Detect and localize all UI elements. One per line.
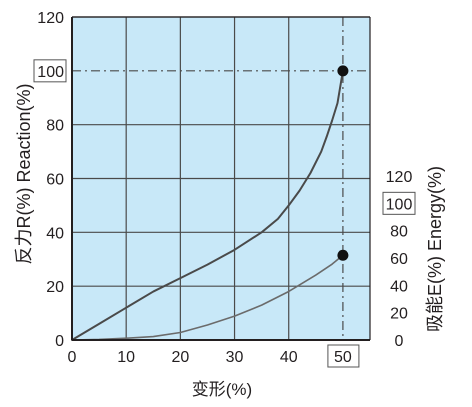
x-tick-highlight-box (327, 344, 360, 368)
y-right-tick-highlight-box (382, 191, 416, 215)
y-right-tick-label: 20 (390, 306, 408, 323)
energy-end-marker (337, 249, 349, 261)
y-left-tick-label: 120 (37, 10, 64, 27)
axes (71, 16, 371, 341)
y-left-tick-label: 0 (55, 333, 64, 350)
y-right-axis-title: 吸能E(%) Energy(%) (425, 166, 445, 332)
reference-lines (72, 17, 370, 340)
y-left-axis-title: 反力R(%) Reaction(%) (14, 83, 34, 264)
x-axis-title: 变形(%) (192, 380, 252, 399)
y-right-tick-label: 120 (386, 169, 413, 186)
y-right-axis-label: 吸能E(%) Energy(%) (425, 166, 445, 332)
reaction-end-marker (337, 65, 349, 77)
y-right-tick-label: 40 (390, 278, 408, 295)
y-left-axis-label: 反力R(%) Reaction(%) (14, 83, 34, 264)
x-tick-label: 10 (117, 349, 135, 366)
data-series (71, 69, 344, 341)
x-tick-label: 40 (280, 349, 298, 366)
y-right-tick-label: 80 (390, 224, 408, 241)
reaction-series-line (71, 69, 344, 341)
x-tick-label: 30 (226, 349, 244, 366)
y-right-tick-label: 60 (390, 251, 408, 268)
y-right-tick-label: 100 (386, 196, 413, 213)
y-right-tick-label: 0 (395, 333, 404, 350)
y-left-tick-label: 40 (46, 225, 64, 242)
energy-series-line (71, 254, 344, 341)
y-left-tick-label: 60 (46, 172, 64, 189)
x-tick-label: 50 (334, 349, 352, 366)
x-tick-label: 0 (68, 349, 77, 366)
y-left-tick-label: 20 (46, 279, 64, 296)
tick-labels: 0 10 20 30 40 50 0 20 40 60 80 100 120 0 20 40 60 80 100 12… (33, 10, 416, 368)
x-tick-label: 20 (171, 349, 189, 366)
y-left-tick-label: 100 (37, 64, 64, 81)
data-markers (337, 65, 349, 261)
y-left-tick-label: 80 (46, 118, 64, 135)
y-left-tick-highlight-box (33, 59, 67, 83)
